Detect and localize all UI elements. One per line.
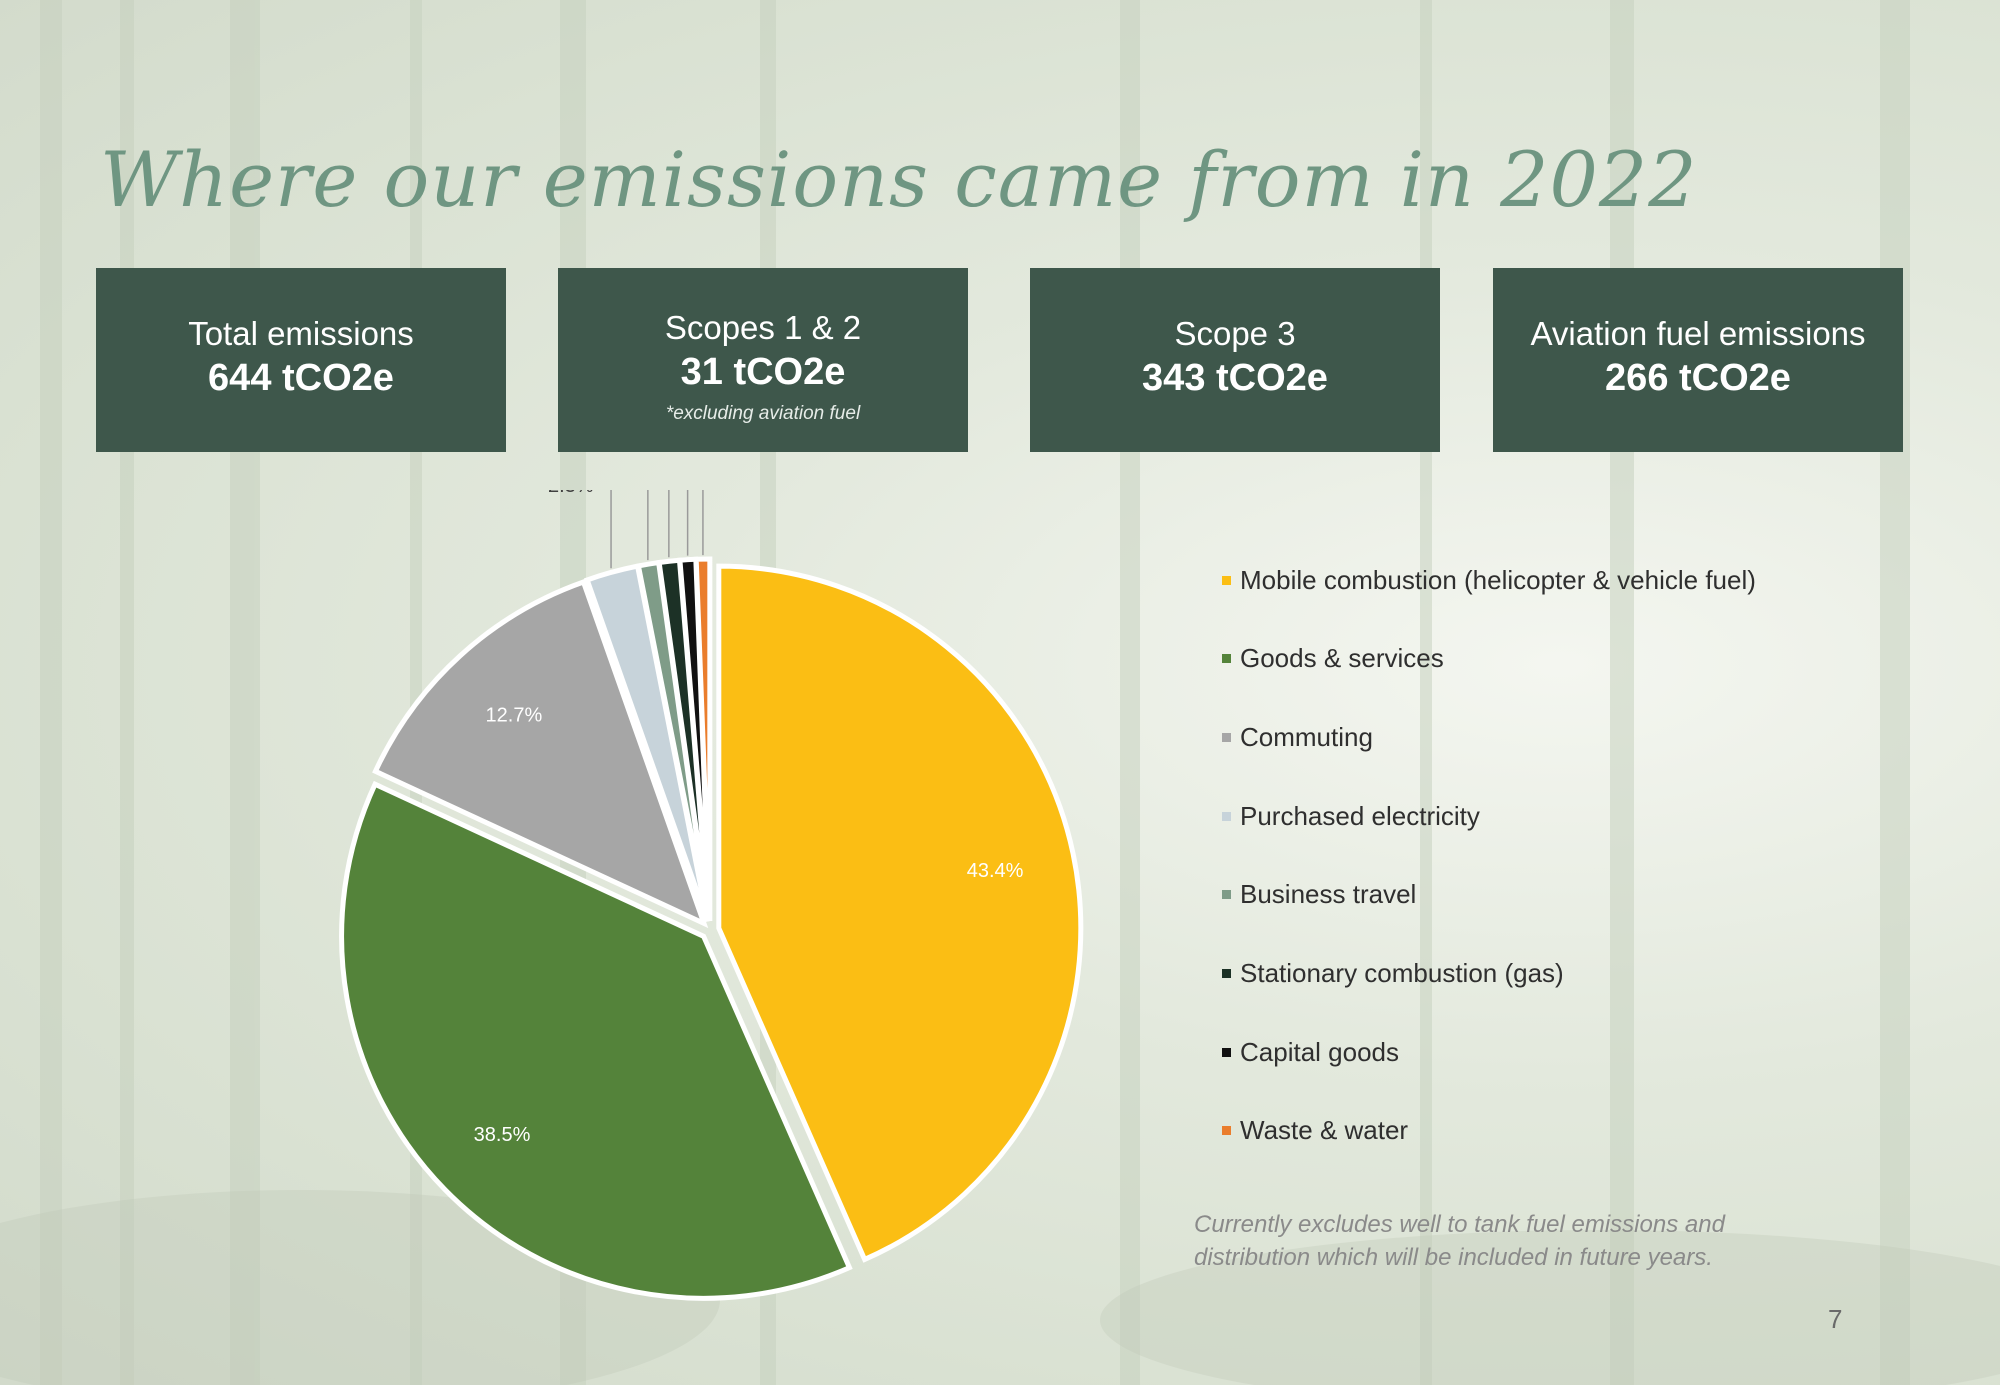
stat-label: Scopes 1 & 2 [664,309,862,346]
legend-swatch [1222,653,1231,663]
legend-label: Waste & water [1240,1114,1409,1145]
pie-leader-line [668,490,670,558]
legend-label: Commuting [1240,721,1373,752]
pie-data-label: 38.5% [474,1124,531,1146]
legend-item: Purchased electricity [1222,796,1480,836]
legend-label: Purchased electricity [1240,800,1480,831]
stat-label: Scope 3 [1174,315,1296,352]
pie-slice [693,556,713,922]
legend-swatch [1222,968,1231,978]
emissions-pie-chart: 43.4%38.5%12.7%2.3%0.9%0.9%0.7%0.6% [339,490,1084,1301]
pie-leader-line [702,490,704,556]
legend-label: Mobile combustion (helicopter & vehicle … [1240,564,1756,595]
pie-data-label: 2.3% [548,490,594,497]
total-emissions-card: Total emissions 644 tCO2e [96,268,506,452]
legend-item: Goods & services [1222,638,1444,678]
stat-label: Total emissions [188,315,414,352]
scopes-1-2-card: Scopes 1 & 2 31 tCO2e *excluding aviatio… [558,268,968,452]
legend-swatch [1222,1125,1231,1135]
page-title: Where our emissions came from in 2022 [100,135,1698,224]
legend-item: Capital goods [1222,1032,1399,1072]
pie-slice [339,780,853,1301]
pie-slice [716,563,1084,1263]
stat-label: Aviation fuel emissions [1530,315,1866,352]
legend-item: Waste & water [1222,1110,1408,1150]
legend-swatch [1222,889,1231,899]
pie-slice [372,578,709,929]
pie-leader-line [610,490,612,569]
legend-swatch [1222,1047,1231,1057]
footnote: Currently excludes well to tank fuel emi… [1194,1211,1725,1271]
legend-item: Business travel [1222,874,1416,914]
page-number: 7 [1828,1304,1843,1334]
pie-data-label: 43.4% [967,860,1024,882]
legend-item: Stationary combustion (gas) [1222,953,1564,993]
legend-swatch [1222,575,1231,585]
pie-leader-line [686,490,689,556]
stat-value: 644 tCO2e [208,357,394,399]
pie-leader-line [647,490,649,561]
pie-data-label: 12.7% [486,705,543,727]
stat-value: 266 tCO2e [1605,357,1791,399]
scope-3-card: Scope 3 343 tCO2e [1030,268,1440,452]
legend-label: Capital goods [1240,1036,1399,1067]
legend-swatch [1222,811,1231,821]
legend-label: Stationary combustion (gas) [1240,957,1564,988]
legend-label: Goods & services [1240,642,1444,673]
aviation-fuel-card: Aviation fuel emissions 266 tCO2e [1493,268,1903,452]
stat-value: 31 tCO2e [680,351,846,393]
stat-value: 343 tCO2e [1142,357,1328,399]
legend-item: Commuting [1222,717,1373,757]
stat-note: *excluding aviation fuel [665,403,861,424]
legend-label: Business travel [1240,878,1417,909]
legend-swatch [1222,732,1231,742]
legend-item: Mobile combustion (helicopter & vehicle … [1222,560,1756,600]
